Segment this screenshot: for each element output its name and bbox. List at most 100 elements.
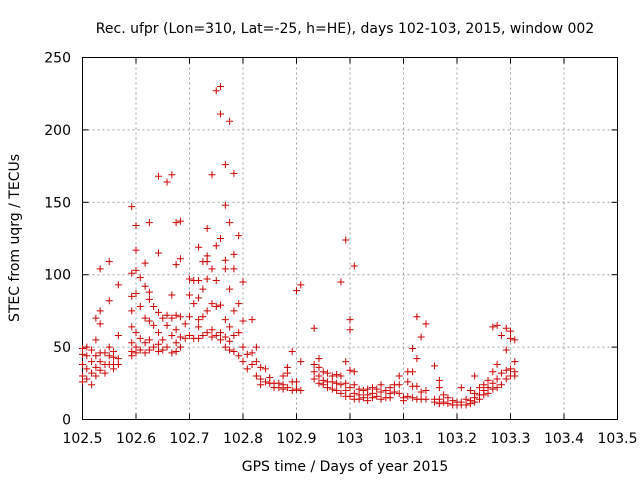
- data-point: [221, 343, 229, 351]
- data-point: [413, 355, 421, 363]
- data-point: [288, 387, 296, 395]
- data-point: [293, 287, 300, 295]
- data-point: [373, 392, 381, 400]
- x-axis-label: GPS time / Days of year 2015: [242, 459, 449, 475]
- data-point: [181, 320, 189, 328]
- data-point: [101, 369, 109, 377]
- data-point: [145, 288, 153, 296]
- data-point: [203, 258, 211, 266]
- data-point: [128, 323, 136, 331]
- data-point: [217, 301, 225, 309]
- data-point: [221, 333, 229, 341]
- x-tick-label: 103.3: [490, 431, 530, 447]
- data-point: [328, 385, 336, 393]
- data-point: [435, 400, 443, 408]
- data-point: [243, 350, 251, 358]
- data-point: [297, 387, 305, 395]
- x-tick-label: 103.4: [544, 431, 584, 447]
- data-point: [440, 398, 448, 406]
- data-point: [226, 346, 234, 354]
- data-point: [186, 291, 193, 299]
- data-point: [466, 400, 474, 408]
- data-point: [186, 313, 193, 321]
- y-tick-label: 50: [53, 340, 71, 356]
- data-point: [293, 385, 300, 393]
- data-point: [226, 117, 234, 125]
- data-point: [154, 172, 162, 180]
- data-point: [132, 266, 140, 274]
- data-point: [257, 381, 265, 389]
- data-point: [471, 372, 479, 380]
- data-point: [239, 278, 247, 286]
- data-point: [114, 332, 122, 340]
- data-point: [226, 219, 234, 227]
- data-point: [186, 332, 193, 340]
- data-point: [128, 269, 136, 277]
- data-point: [497, 381, 505, 389]
- data-point: [168, 349, 176, 357]
- data-point: [435, 376, 443, 384]
- data-point: [136, 346, 144, 354]
- data-point: [377, 381, 385, 389]
- data-point: [422, 387, 430, 395]
- data-point: [92, 314, 100, 322]
- data-point: [217, 110, 225, 118]
- data-point: [413, 313, 421, 321]
- data-point: [230, 307, 238, 315]
- y-tick-label: 250: [44, 51, 71, 67]
- data-point: [217, 82, 225, 90]
- data-point: [88, 369, 96, 377]
- data-point: [141, 314, 149, 322]
- data-point: [110, 365, 118, 373]
- x-tick-label: 103.2: [437, 431, 477, 447]
- data-point: [359, 387, 367, 395]
- data-point: [195, 316, 203, 324]
- data-point: [230, 332, 238, 340]
- data-point: [195, 294, 203, 302]
- data-point: [114, 360, 122, 368]
- data-point: [136, 303, 144, 311]
- data-point: [395, 389, 403, 397]
- data-point: [150, 321, 158, 329]
- data-point: [230, 250, 238, 258]
- data-point: [128, 307, 136, 315]
- data-point: [248, 349, 256, 357]
- data-point: [105, 343, 113, 351]
- data-point: [92, 372, 100, 380]
- data-point: [235, 232, 243, 240]
- data-point: [159, 314, 167, 322]
- data-point: [310, 360, 318, 368]
- data-point: [217, 336, 225, 344]
- data-point: [350, 262, 358, 270]
- data-point: [333, 379, 341, 387]
- data-point: [315, 363, 323, 371]
- data-point: [176, 217, 184, 225]
- data-point: [328, 378, 336, 386]
- data-point: [96, 320, 104, 328]
- data-point: [221, 161, 229, 169]
- data-point: [163, 311, 171, 319]
- data-point: [88, 381, 96, 389]
- data-point: [230, 169, 238, 177]
- data-point: [145, 336, 153, 344]
- data-point: [484, 376, 492, 384]
- data-point: [168, 171, 176, 179]
- data-point: [208, 333, 216, 341]
- grid: [82, 57, 618, 420]
- data-point: [364, 397, 372, 405]
- data-point: [315, 379, 323, 387]
- data-point: [235, 300, 243, 308]
- data-point: [502, 346, 510, 354]
- data-point: [203, 275, 211, 283]
- data-point: [239, 358, 247, 366]
- data-point: [404, 392, 412, 400]
- data-point: [489, 368, 497, 376]
- data-point: [212, 303, 220, 311]
- data-point: [163, 321, 171, 329]
- data-point: [88, 358, 96, 366]
- data-point: [208, 265, 216, 273]
- data-point: [315, 372, 323, 380]
- data-point: [257, 363, 265, 371]
- data-point: [132, 349, 140, 357]
- data-point: [208, 171, 216, 179]
